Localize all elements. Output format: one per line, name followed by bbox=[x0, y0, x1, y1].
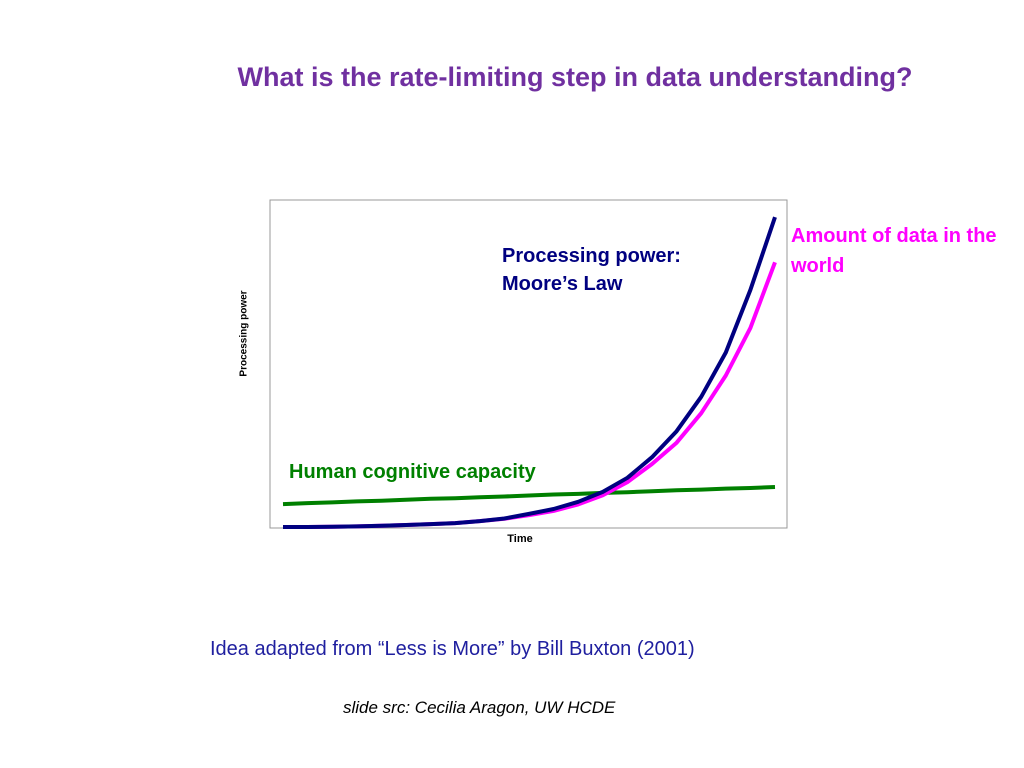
y-axis-label: Processing power bbox=[238, 290, 250, 377]
caption: Idea adapted from “Less is More” by Bill… bbox=[210, 638, 695, 660]
series-line bbox=[283, 216, 777, 529]
source: slide src: Cecilia Aragon, UW HCDE bbox=[343, 698, 616, 717]
series-line bbox=[282, 485, 776, 507]
series-label: Amount of data in the world bbox=[791, 225, 997, 277]
title: What is the rate-limiting step in data u… bbox=[237, 62, 913, 92]
plot-frame bbox=[269, 199, 788, 529]
series-label: Human cognitive capacity bbox=[289, 461, 536, 483]
series-label: Processing power: Moore’s Law bbox=[502, 245, 681, 295]
x-axis-label: Time bbox=[507, 533, 533, 545]
